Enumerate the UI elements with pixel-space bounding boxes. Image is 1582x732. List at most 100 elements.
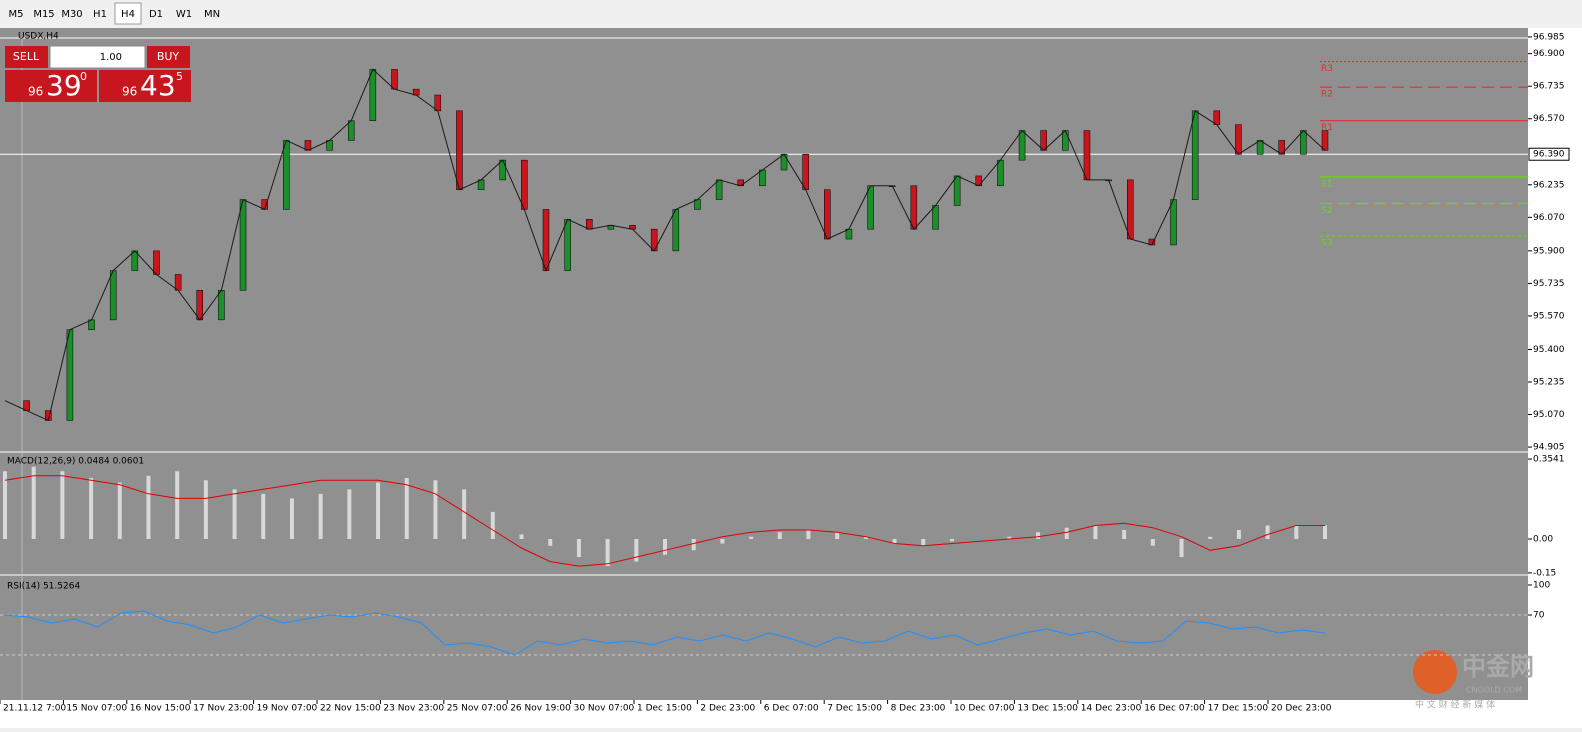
x-tick-label: 21.11.12 7:00 xyxy=(3,704,66,714)
macd-bar xyxy=(1036,532,1041,539)
macd-bar xyxy=(376,482,381,539)
macd-bar xyxy=(146,475,151,539)
candle xyxy=(1321,130,1329,151)
sell-sup: 0 xyxy=(80,70,87,83)
macd-bar xyxy=(1265,525,1270,539)
timeframe-button[interactable] xyxy=(199,3,225,24)
macd-bar xyxy=(117,482,122,539)
timeframe-label[interactable]: MN xyxy=(204,9,220,20)
macd-bar xyxy=(289,498,294,539)
candle xyxy=(174,274,182,291)
pivot-label: S1 xyxy=(1321,179,1332,189)
buy-price[interactable] xyxy=(99,70,191,102)
chart-bg xyxy=(0,28,1528,700)
buy-label[interactable]: BUY xyxy=(157,50,180,63)
buy-button[interactable] xyxy=(147,46,190,68)
buy-digits: 43 xyxy=(140,69,176,102)
timeframe-button[interactable] xyxy=(143,3,169,24)
macd-bar xyxy=(1323,525,1327,539)
rsi-label: RSI(14) 51.5264 xyxy=(7,582,80,592)
timeframe-button[interactable] xyxy=(87,3,113,24)
macd-bar xyxy=(175,471,180,539)
x-tick-label: 16 Dec 07:00 xyxy=(1144,704,1205,714)
macd-bar xyxy=(806,529,811,539)
pivot-label: S2 xyxy=(1321,206,1332,216)
macd-bar xyxy=(1093,525,1098,539)
timeframe-label[interactable]: M30 xyxy=(61,9,82,20)
macd-bar xyxy=(1150,539,1155,546)
y-tick-label: 95.570 xyxy=(1533,311,1565,321)
sell-price[interactable] xyxy=(5,70,97,102)
macd-bar xyxy=(548,539,553,546)
macd-bar xyxy=(863,536,868,539)
macd-bar xyxy=(1294,525,1299,539)
macd-bar xyxy=(318,493,323,539)
y-tick-label: 96.735 xyxy=(1533,82,1565,92)
x-tick-label: 10 Dec 07:00 xyxy=(954,704,1015,714)
candle xyxy=(759,169,766,187)
toolbar xyxy=(0,0,1582,27)
macd-bar xyxy=(777,532,782,539)
macd-signal xyxy=(4,475,1325,567)
pivot-label: R3 xyxy=(1321,64,1333,74)
pivot-label: S3 xyxy=(1321,239,1332,249)
timeframe-button[interactable] xyxy=(114,2,142,25)
y-tick-label: 70 xyxy=(1533,611,1545,621)
watermark-logo-icon xyxy=(1413,650,1457,694)
candle xyxy=(1213,110,1221,125)
macd-bar xyxy=(462,489,467,539)
watermark-site: CNGOLD.COM xyxy=(1466,686,1522,695)
lot-value[interactable]: 1.00 xyxy=(100,52,122,63)
timeframe-label[interactable]: W1 xyxy=(176,9,192,20)
timeframe-button[interactable] xyxy=(59,3,85,24)
lot-input[interactable] xyxy=(49,45,146,69)
macd-bar xyxy=(835,532,840,539)
macd-bar xyxy=(720,539,725,544)
macd-bar xyxy=(634,539,639,562)
pivot-label: R2 xyxy=(1321,90,1333,100)
current-price-label: 96.390 xyxy=(1533,150,1565,160)
candle xyxy=(369,69,377,121)
y-tick-label: -0.15 xyxy=(1533,568,1556,578)
timeframe-label[interactable]: H1 xyxy=(93,9,107,20)
candle xyxy=(910,185,918,230)
candle xyxy=(932,205,939,230)
candle xyxy=(1040,130,1047,151)
x-tick-label: 20 Dec 23:00 xyxy=(1271,704,1332,714)
rsi-line xyxy=(4,610,1326,656)
timeframe-label[interactable]: M5 xyxy=(9,9,24,20)
sell-label[interactable]: SELL xyxy=(13,50,40,63)
sell-digits: 39 xyxy=(46,69,82,102)
candle xyxy=(1018,130,1026,161)
timeframe-button[interactable] xyxy=(3,3,29,24)
macd-bar xyxy=(31,466,36,539)
candle xyxy=(1170,199,1177,246)
pivot-label: R1 xyxy=(1321,123,1333,133)
sell-button[interactable] xyxy=(5,46,48,68)
candle xyxy=(218,290,225,321)
timeframe-button[interactable] xyxy=(171,3,197,24)
macd-bar xyxy=(892,539,897,544)
x-tick-label: 1 Dec 15:00 xyxy=(637,704,692,714)
candle xyxy=(867,185,874,230)
macd-bar xyxy=(1064,527,1069,539)
macd-bar xyxy=(949,539,954,542)
candle xyxy=(824,189,831,240)
y-tick-label: 0.3541 xyxy=(1533,455,1565,465)
x-tick-label: 25 Nov 07:00 xyxy=(447,704,508,714)
macd-bar xyxy=(261,493,266,539)
candle xyxy=(1300,130,1307,155)
macd-bar xyxy=(663,539,667,555)
time-axis-bg xyxy=(0,700,1582,728)
candle xyxy=(153,250,160,275)
timeframe-label[interactable]: M15 xyxy=(33,9,54,20)
y-tick-label: 100 xyxy=(1533,581,1550,591)
x-tick-label: 14 Dec 23:00 xyxy=(1081,704,1142,714)
x-tick-label: 13 Dec 15:00 xyxy=(1017,704,1078,714)
timeframe-button[interactable] xyxy=(31,3,57,24)
timeframe-label[interactable]: H4 xyxy=(121,9,135,20)
trade-panel: SELL 1.00 BUY 96 39 0 96 43 5 xyxy=(5,45,191,102)
candle xyxy=(434,94,442,112)
timeframe-label[interactable]: D1 xyxy=(149,9,163,20)
candle xyxy=(1083,130,1091,181)
